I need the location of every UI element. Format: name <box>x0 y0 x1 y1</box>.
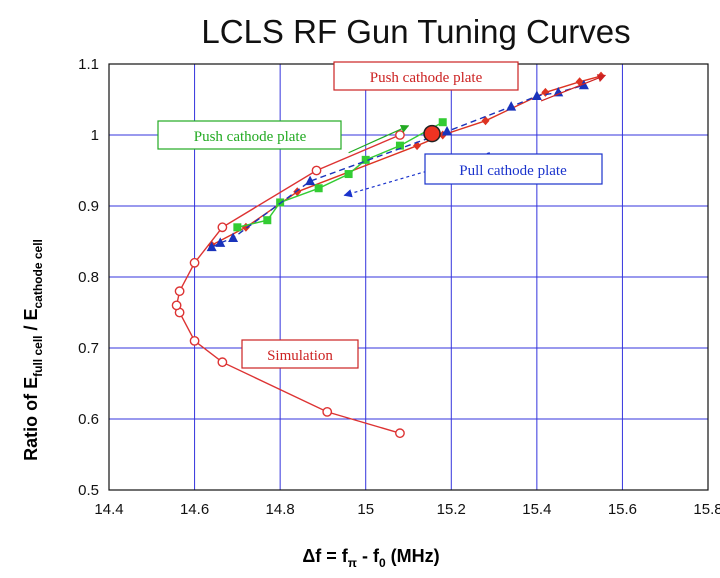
data-point-simulation <box>322 406 333 417</box>
data-point-pull_blue <box>553 86 564 97</box>
data-point-simulation <box>171 300 182 311</box>
x-tick-label: 14.4 <box>94 501 123 518</box>
data-point-simulation <box>174 286 185 297</box>
data-point-simulation <box>217 222 228 233</box>
annotation-arrow-push_green <box>348 125 410 154</box>
series-layer <box>171 71 606 439</box>
y-tick-label: 1.1 <box>78 56 99 73</box>
x-tick-label: 15 <box>357 501 374 518</box>
data-point-simulation <box>311 165 322 176</box>
data-point-push_green <box>395 141 404 150</box>
annotation-simulation-text: Simulation <box>267 348 333 364</box>
grid <box>108 63 709 491</box>
data-point-push_green <box>314 184 323 193</box>
x-axis-ticks: 14.4 14.6 14.8 15 15.2 15.4 15.6 15.8 <box>94 501 720 518</box>
x-axis-label-mid: - f <box>357 546 380 566</box>
x-axis-label-sub1: π <box>348 556 357 570</box>
y-axis-label-sub2: cathode cell <box>31 239 45 308</box>
x-tick-label: 15.8 <box>693 501 720 518</box>
annotation-pull-blue: Pull cathode plate <box>424 153 603 185</box>
data-point-push_green <box>361 155 370 164</box>
data-point-simulation <box>395 428 405 439</box>
x-axis-label: Δf = fπ - f0 (MHz) <box>302 546 439 570</box>
data-point-push_red <box>575 77 584 87</box>
series-pull_blue <box>206 79 589 252</box>
x-axis-label-suffix: (MHz) <box>386 546 440 566</box>
data-point-pull_blue <box>531 90 542 100</box>
data-point-pull_blue <box>442 125 453 136</box>
data-point-pull_blue <box>215 237 226 247</box>
data-point-push_green <box>438 118 447 127</box>
y-tick-label: 0.6 <box>78 411 99 428</box>
x-tick-label: 14.6 <box>180 501 209 518</box>
x-tick-label: 15.4 <box>522 501 551 518</box>
data-point-pull_blue <box>578 79 589 90</box>
data-point-push_green <box>233 223 242 232</box>
annotation-push-red-text: Push cathode plate <box>370 70 483 86</box>
annotation-push-green: Push cathode plate <box>157 120 342 150</box>
annotation-push-red: Push cathode plate <box>333 61 519 91</box>
annotation-simulation: Simulation <box>241 339 359 369</box>
y-axis-label: Ratio of Efull cell / Ecathode cell <box>21 239 45 461</box>
y-axis-ticks: 0.5 0.6 0.7 0.8 0.9 1 1.1 <box>78 56 99 499</box>
data-point-simulation <box>217 357 228 368</box>
data-point-push_green <box>263 216 272 225</box>
operating-point <box>423 124 441 143</box>
data-point-pull_blue <box>506 101 517 111</box>
annotation-arrow-push_red <box>540 74 607 102</box>
series-simulation <box>171 130 405 439</box>
x-tick-label: 15.6 <box>608 501 637 518</box>
annotation-push-green-text: Push cathode plate <box>194 129 307 145</box>
x-axis-label-prefix: Δf = f <box>302 546 348 566</box>
data-point-simulation <box>395 130 405 140</box>
x-tick-label: 15.2 <box>437 501 466 518</box>
chart-title: LCLS RF Gun Tuning Curves <box>201 13 630 50</box>
series-line-simulation <box>175 134 401 434</box>
data-point-pull_blue <box>206 241 217 252</box>
data-point-simulation <box>189 335 200 346</box>
y-axis-label-mid: / E <box>21 309 41 336</box>
data-point-pull_blue <box>305 175 316 186</box>
data-point-pull_blue <box>228 232 239 242</box>
annotation-pull-blue-text: Pull cathode plate <box>459 163 567 179</box>
y-axis-label-prefix: Ratio of E <box>21 377 41 461</box>
y-tick-label: 0.5 <box>78 482 99 499</box>
x-axis-label-sub2: 0 <box>379 556 386 570</box>
data-point-simulation <box>189 257 200 268</box>
data-point-push_red <box>541 87 550 97</box>
x-tick-label: 14.8 <box>266 501 295 518</box>
y-tick-label: 0.9 <box>78 198 99 215</box>
y-tick-label: 1 <box>91 127 99 144</box>
data-point-push_green <box>344 170 353 179</box>
y-axis-label-sub1: full cell <box>31 336 45 377</box>
y-tick-label: 0.8 <box>78 269 99 286</box>
y-tick-label: 0.7 <box>78 340 99 357</box>
data-point-push_red <box>481 116 490 126</box>
